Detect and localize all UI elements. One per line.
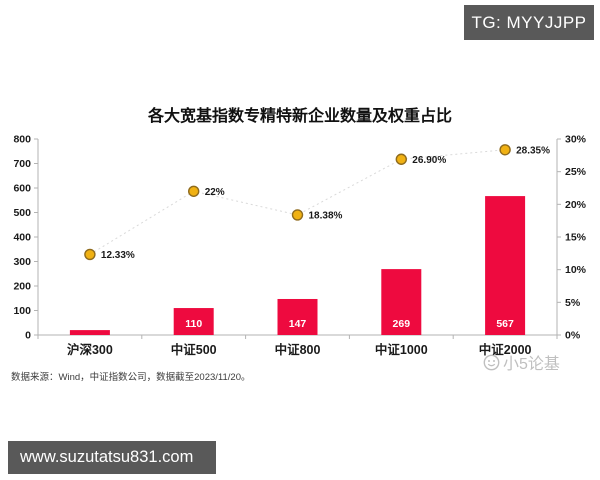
right-axis-tick-label: 5% [565, 297, 581, 309]
x-axis-label: 中证800 [275, 342, 321, 357]
bar-value-label: 567 [496, 318, 514, 330]
smiley-icon [483, 354, 500, 370]
bar-value-label: 269 [393, 318, 411, 330]
bar [381, 269, 422, 335]
left-axis-tick-label: 100 [13, 305, 31, 317]
left-axis-tick-label: 500 [13, 207, 31, 219]
line-marker [499, 144, 511, 156]
point-percent-label: 26.90% [412, 155, 446, 166]
x-axis-label: 沪深300 [67, 342, 113, 357]
chart-title: 各大宽基指数专精特新企业数量及权重占比 [147, 108, 452, 125]
bar [485, 196, 526, 335]
point-percent-label: 18.38% [309, 210, 343, 221]
weight-line [89, 149, 506, 255]
bar-value-label: 110 [185, 318, 202, 330]
x-axis-label: 中证500 [171, 342, 217, 357]
right-axis-tick-label: 30% [565, 134, 587, 146]
watermark-text: 小5论基 [503, 356, 560, 373]
line-marker [395, 153, 407, 165]
right-axis-tick-label: 15% [565, 232, 587, 244]
line-marker [84, 248, 96, 261]
left-axis-tick-label: 200 [13, 281, 31, 293]
line-marker [187, 185, 200, 197]
left-axis-tick-label: 300 [13, 256, 31, 268]
point-percent-label: 22% [205, 187, 225, 198]
line-marker [291, 209, 304, 221]
point-percent-label: 28.35% [516, 145, 550, 156]
combo-chart: 0 100 200 300 400 500 600 700 800 0% 5% 10% 15% 20% 25… [13, 134, 587, 358]
bar [69, 330, 110, 335]
x-axis-label: 中证2000 [479, 342, 532, 357]
right-axis-tick-label: 20% [565, 199, 587, 211]
website-url-bar: www.suzutatsu831.com [8, 441, 216, 474]
telegram-badge: TG: MYYJJPP [464, 5, 594, 40]
right-axis-tick-label: 25% [565, 166, 587, 178]
left-axis-tick-label: 0 [25, 330, 31, 342]
right-axis-tick-label: 0% [565, 330, 581, 342]
point-percent-label: 12.33% [101, 250, 135, 261]
left-axis-tick-label: 800 [13, 134, 31, 146]
left-axis-tick-label: 600 [13, 183, 31, 195]
right-axis-tick-label: 10% [565, 264, 587, 276]
x-axis-label: 中证1000 [375, 342, 428, 357]
watermark: 小5论基 [483, 350, 560, 374]
left-axis-tick-label: 400 [13, 232, 31, 244]
bar-value-label: 147 [289, 318, 307, 330]
source-note: 数据来源：Wind，中证指数公司，数据截至2023/11/20。 [11, 372, 251, 383]
bar [277, 298, 318, 335]
bar [173, 308, 214, 335]
left-axis-tick-label: 700 [13, 158, 31, 170]
